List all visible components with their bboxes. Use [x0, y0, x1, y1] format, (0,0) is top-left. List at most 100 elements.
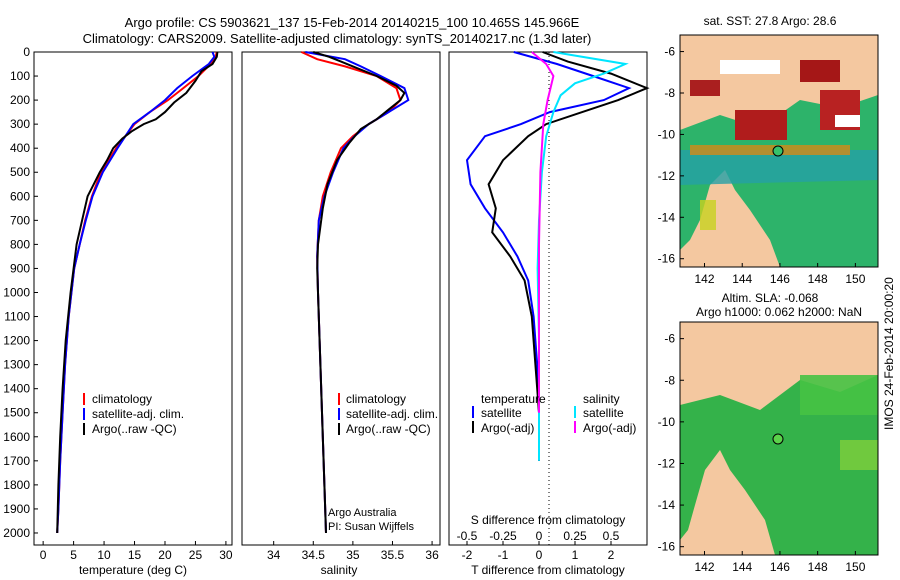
sst-map-warm-patch-1 — [690, 80, 720, 96]
sla-map-xtick-label: 148 — [808, 560, 828, 574]
temperature-xtick-label: 10 — [97, 548, 111, 562]
salinity-legend-argo: Argo(..raw -QC) — [346, 422, 431, 436]
temperature-panel: 0100200300400500600700800900100011001200… — [3, 45, 233, 577]
salinity-xtick-label: 36 — [425, 548, 439, 562]
differences-xtick-label: 2 — [608, 548, 615, 562]
sla-map-ytick-label: -16 — [658, 540, 676, 554]
differences-axes-frame — [448, 51, 648, 546]
temperature-ytick-label: 1300 — [3, 358, 30, 372]
sst-map-panel: sat. SST: 27.8 Argo: 28.6 142 144 146 148 15… — [658, 14, 879, 286]
sla-map-high-patch — [840, 440, 878, 470]
sla-map-panel: Altim. SLA: -0.068 Argo h1000: 0.062 h20… — [658, 291, 879, 574]
sst-map-xtick-label: 142 — [694, 272, 714, 286]
temperature-ytick-label: 300 — [10, 117, 30, 131]
sst-map-frame — [679, 34, 879, 268]
temperature-xtick-label: 15 — [128, 548, 142, 562]
temperature-legend: climatology satellite-adj. clim. Argo(..… — [83, 392, 184, 436]
temperature-ytick-label: 1400 — [3, 382, 30, 396]
salinity-series-argo-raw-qc- — [313, 51, 406, 534]
salinity-legend-climatology: climatology — [346, 392, 406, 406]
legend-t-argo: Argo(-adj) — [481, 421, 534, 435]
header-line-1: Argo profile: CS 5903621_137 15-Feb-2014… — [125, 15, 580, 30]
temperature-xtick-label: 25 — [189, 548, 203, 562]
sst-map-xtick-label: 144 — [732, 272, 752, 286]
differences-xtick-label: 1 — [572, 548, 579, 562]
differences-legend: temperature salinity satellite Argo(-adj… — [472, 392, 636, 435]
temperature-ytick-label: 2000 — [3, 526, 30, 540]
sst-map-cloud-1 — [720, 60, 780, 74]
temperature-ytick-label: 0 — [23, 45, 30, 59]
temperature-xtick-label: 0 — [40, 548, 47, 562]
sst-map-cloud-2 — [835, 115, 860, 127]
differences-x2label: S difference from climatology — [471, 513, 626, 527]
legend-s-satellite: satellite — [583, 406, 624, 420]
differences-xtick-label: -1 — [498, 548, 509, 562]
salinity-panel: 34 34.5 35 35.5 36 climatology satellite-adj… — [241, 51, 441, 577]
sst-map-ytick-label: -6 — [664, 45, 675, 59]
sst-map-argo-location — [772, 145, 784, 157]
sla-map-frame — [679, 321, 879, 556]
temperature-ytick-label: 700 — [10, 213, 30, 227]
salinity-annotation-pi: PI: Susan Wijffels — [328, 521, 414, 533]
sst-map-coastal-patch — [700, 200, 716, 230]
sst-map-ytick-label: -14 — [658, 210, 676, 224]
temperature-ytick-label: 1800 — [3, 478, 30, 492]
sla-map-ytick-label: -8 — [664, 373, 675, 387]
temperature-xlabel: temperature (deg C) — [79, 563, 187, 577]
temperature-series-satellite-adj-clim- — [56, 51, 216, 534]
temperature-ytick-label: 200 — [10, 93, 30, 107]
temperature-ytick-label: 1600 — [3, 430, 30, 444]
sst-map-ytick-label: -16 — [658, 252, 676, 266]
temperature-legend-satellite: satellite-adj. clim. — [92, 407, 184, 421]
temperature-ytick-label: 1200 — [3, 334, 30, 348]
imos-timestamp: IMOS 24-Feb-2014 20:00:20 — [882, 277, 896, 430]
salinity-xtick-label: 35.5 — [381, 548, 405, 562]
temperature-ytick-label: 500 — [10, 165, 30, 179]
sst-map-title: sat. SST: 27.8 Argo: 28.6 — [704, 14, 837, 28]
differences-xtick-label: -2 — [462, 548, 473, 562]
sst-map-ytick-label: -10 — [658, 127, 676, 141]
sst-map-ytick-label: -12 — [658, 169, 676, 183]
temperature-ytick-label: 1900 — [3, 502, 30, 516]
salinity-xtick-label: 35 — [346, 548, 360, 562]
temperature-legend-argo: Argo(..raw -QC) — [92, 422, 177, 436]
sla-map-title-2: Argo h1000: 0.062 h2000: NaN — [696, 305, 862, 319]
sst-map-ytick-label: -8 — [664, 86, 675, 100]
differences-x2tick-label: -0.5 — [457, 529, 478, 543]
differences-x2tick-label: 0.25 — [563, 529, 587, 543]
legend-t-satellite: satellite — [481, 406, 522, 420]
salinity-legend-satellite: satellite-adj. clim. — [346, 407, 438, 421]
differences-series-s-satellite — [536, 51, 629, 461]
sla-map-ocean-north — [800, 375, 878, 415]
differences-x2tick-label: -0.25 — [489, 529, 517, 543]
sst-map-xtick-label: 148 — [808, 272, 828, 286]
sst-map-warm-patch-2 — [735, 110, 787, 140]
sla-map-ytick-label: -14 — [658, 498, 676, 512]
salinity-annotation-org: Argo Australia — [328, 507, 397, 519]
sla-map-xtick-label: 142 — [694, 560, 714, 574]
temperature-ytick-label: 800 — [10, 237, 30, 251]
sla-map-ytick-label: -12 — [658, 456, 676, 470]
temperature-series-argo-raw-qc- — [56, 51, 219, 534]
temperature-ytick-label: 1700 — [3, 454, 30, 468]
differences-series-t-satellite — [465, 51, 632, 461]
temperature-ytick-label: 600 — [10, 189, 30, 203]
differences-x2tick-label: 0 — [536, 529, 543, 543]
sst-map-warm-strip — [690, 145, 850, 155]
temperature-ytick-label: 900 — [10, 261, 30, 275]
differences-x2tick-label: 0.5 — [603, 529, 620, 543]
temperature-xtick-label: 20 — [158, 548, 172, 562]
legend-title-temperature: temperature — [481, 392, 546, 406]
temperature-axes-frame — [33, 51, 233, 546]
temperature-ytick-label: 1000 — [3, 285, 30, 299]
sla-map-argo-location — [772, 433, 784, 445]
salinity-axes-frame — [241, 51, 441, 546]
temperature-legend-climatology: climatology — [92, 392, 152, 406]
sla-map-ocean — [680, 375, 878, 555]
legend-title-salinity: salinity — [583, 392, 620, 406]
differences-series-s-argo-adj- — [531, 51, 555, 413]
sla-map-xtick-label: 150 — [845, 560, 865, 574]
sst-map-xtick-label: 146 — [770, 272, 790, 286]
sst-map-warm-patch-3 — [800, 60, 840, 82]
